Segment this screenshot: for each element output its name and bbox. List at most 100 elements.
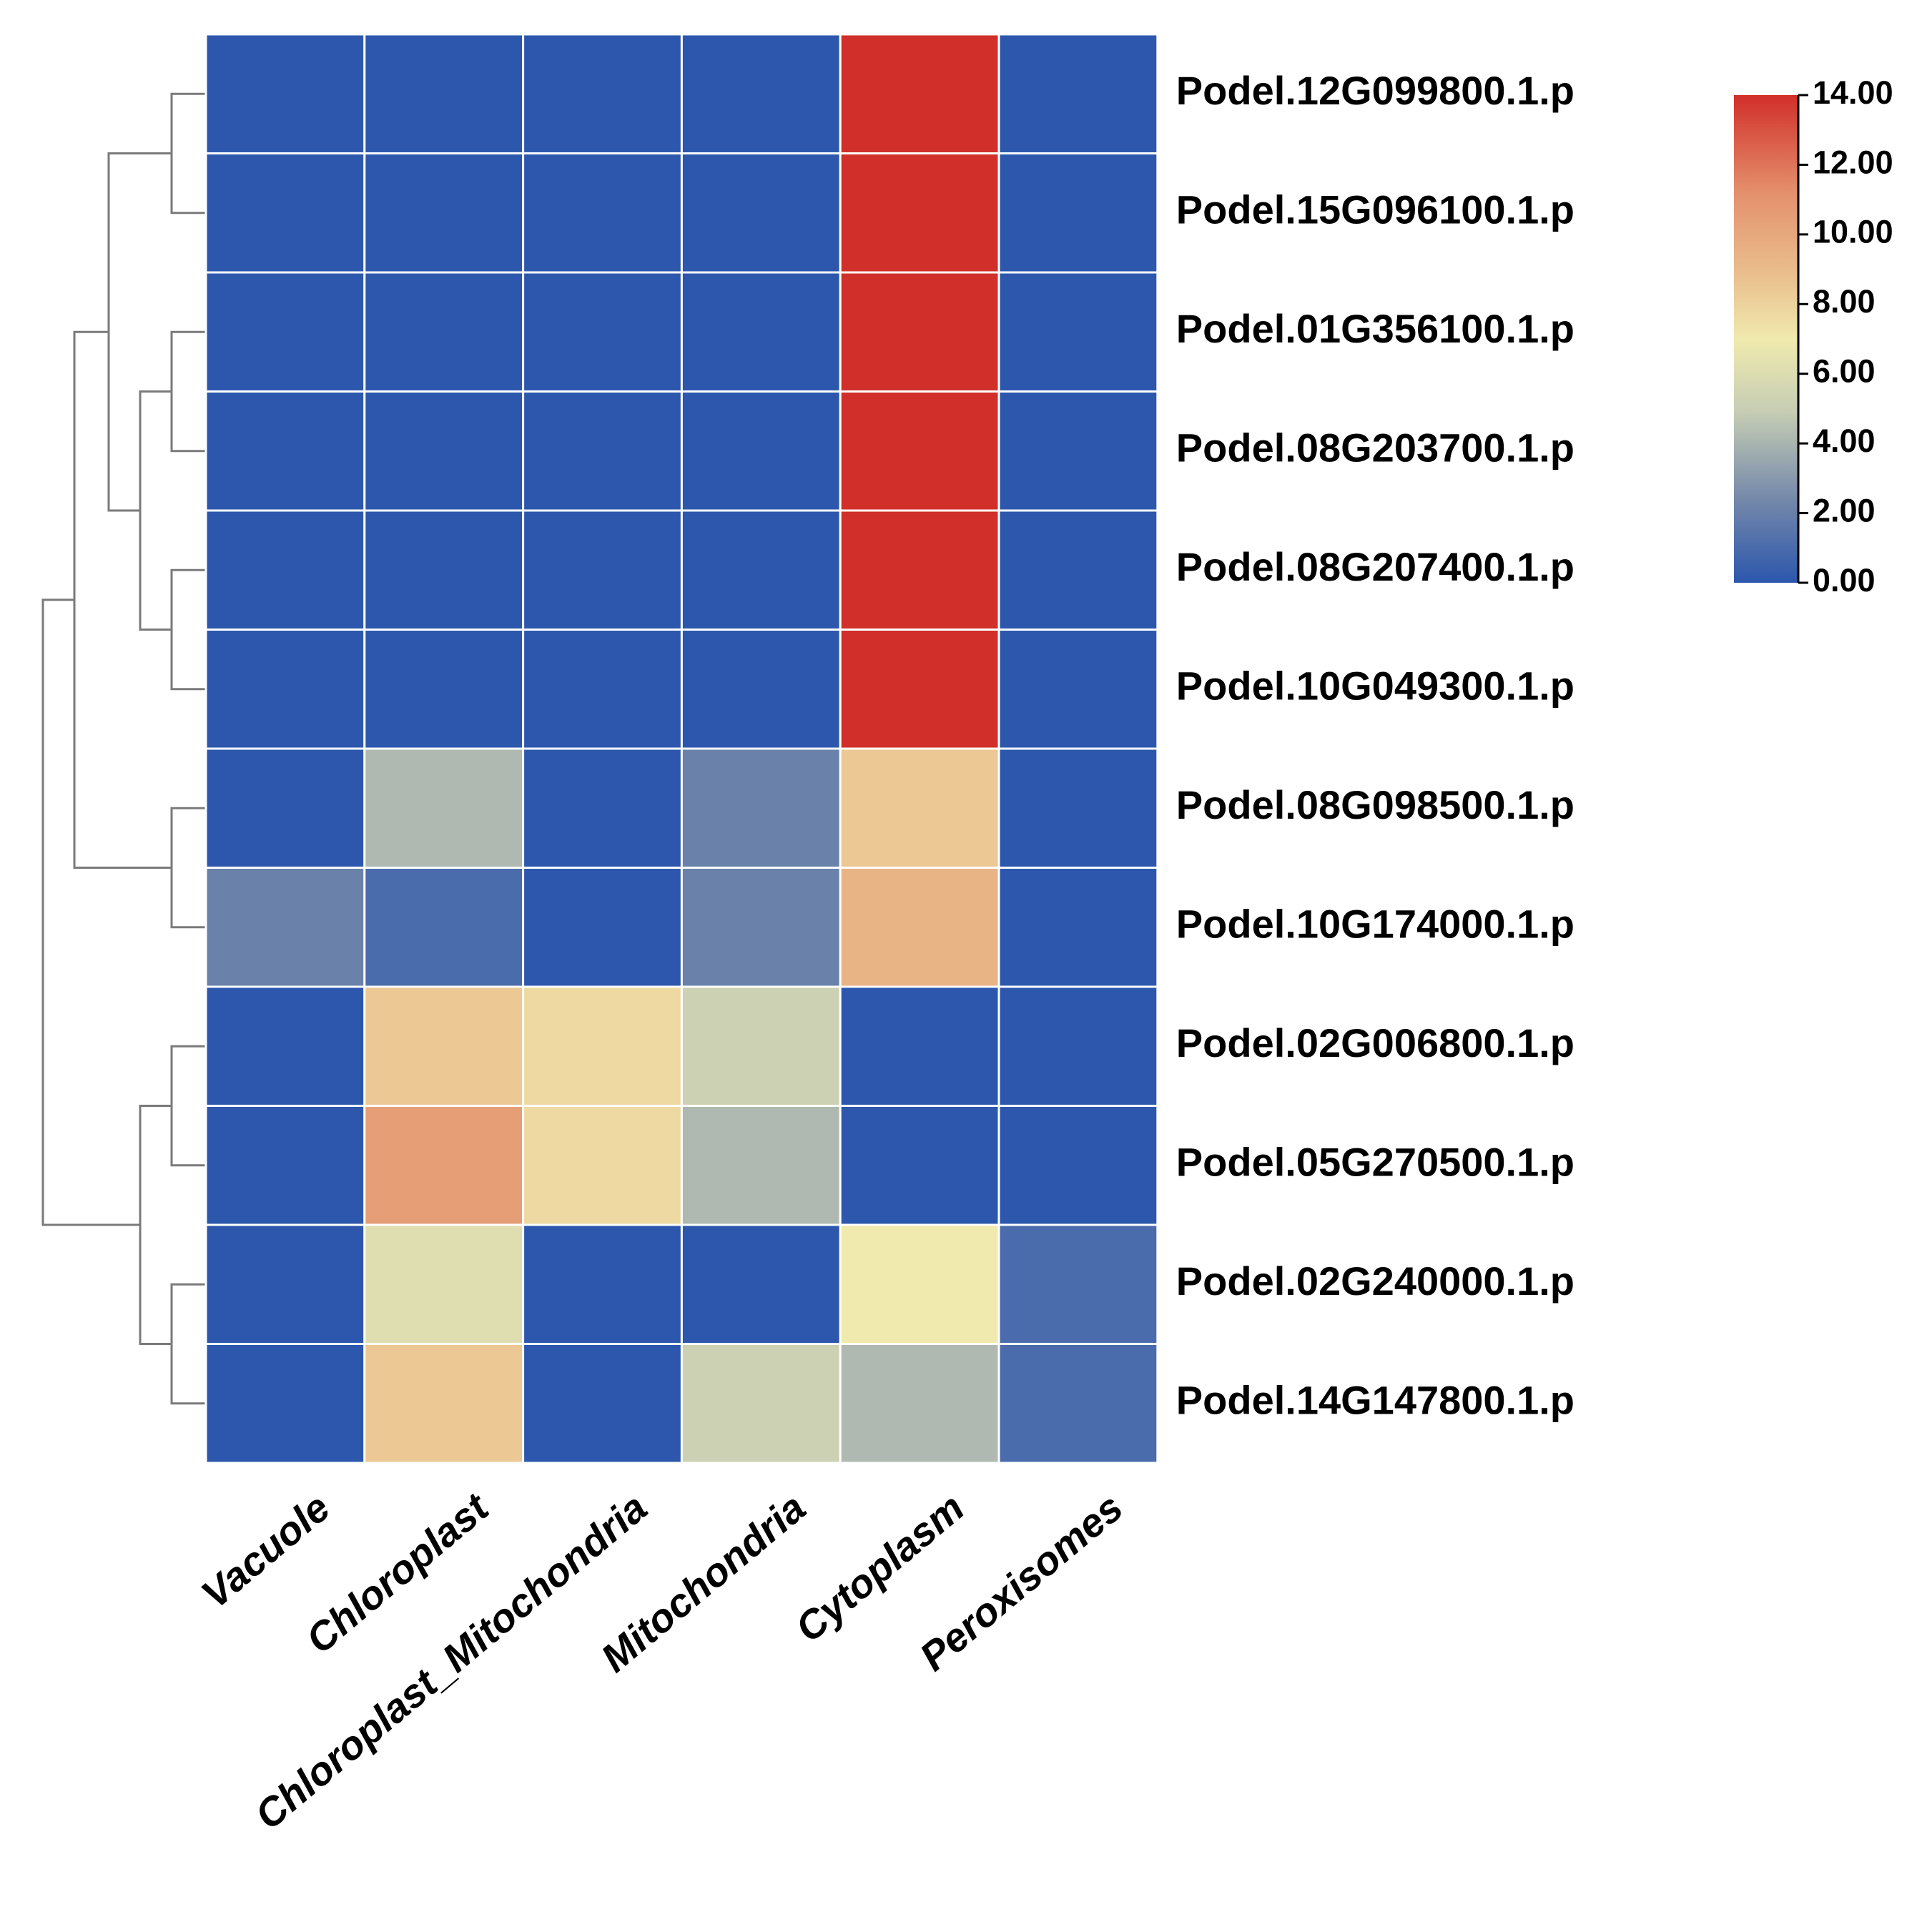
dendrogram-branch <box>170 568 206 691</box>
heatmap-cell <box>204 152 366 274</box>
heatmap-cell <box>997 867 1159 988</box>
row-label: Podel.08G203700.1.p <box>1176 425 1574 470</box>
heatmap-cell <box>997 1343 1159 1464</box>
heatmap-cells <box>204 33 1159 1464</box>
heatmap-cell <box>522 509 683 631</box>
heatmap-cell <box>204 1223 366 1345</box>
heatmap-cell <box>204 747 366 869</box>
heatmap-cell <box>204 985 366 1107</box>
heatmap-cell <box>680 1105 842 1226</box>
heatmap-cell <box>204 271 366 393</box>
heatmap-cell <box>839 390 1000 512</box>
dendrogram-branch <box>170 1283 206 1405</box>
heatmap-cell <box>522 1223 683 1345</box>
heatmap-cell <box>680 985 842 1107</box>
row-label: Podel.05G270500.1.p <box>1176 1140 1574 1185</box>
heatmap-cell <box>997 985 1159 1107</box>
heatmap-cell <box>363 1343 525 1464</box>
dendrogram-branch <box>170 92 206 215</box>
heatmap-cell <box>839 1223 1000 1345</box>
heatmap-cell <box>680 152 842 274</box>
colorbar-tick-label: 0.00 <box>1813 562 1876 598</box>
dendrogram-branch <box>170 1045 206 1167</box>
heatmap-cell <box>839 867 1000 988</box>
heatmap-cell <box>363 867 525 988</box>
row-label: Podel.12G099800.1.p <box>1176 68 1574 113</box>
row-dendrogram <box>41 92 206 1405</box>
heatmap-cell <box>363 152 525 274</box>
row-label: Podel.01G356100.1.p <box>1176 306 1574 351</box>
colorbar: 14.00 12.00 10.00 8.00 6.00 4.00 2.00 0.00 <box>1734 74 1893 598</box>
row-label: Podel.08G207400.1.p <box>1176 544 1574 589</box>
dendrogram-branch <box>139 1105 172 1345</box>
heatmap-cell <box>363 1223 525 1345</box>
heatmap-cell <box>839 985 1000 1107</box>
heatmap-cell <box>204 33 366 154</box>
heatmap-cell <box>522 629 683 750</box>
heatmap-cell <box>522 1105 683 1226</box>
heatmap-cell <box>522 390 683 512</box>
row-label: Podel.14G147800.1.p <box>1176 1378 1574 1423</box>
heatmap-cell <box>680 629 842 750</box>
heatmap-cell <box>839 33 1000 154</box>
heatmap-cell <box>204 1343 366 1464</box>
heatmap-cell <box>363 33 525 154</box>
heatmap-cell <box>680 390 842 512</box>
heatmap-cell <box>522 1343 683 1464</box>
heatmap-cell <box>997 747 1159 869</box>
heatmap-cell <box>522 33 683 154</box>
heatmap-cell <box>997 1223 1159 1345</box>
column-labels: VacuoleChloroplastChloroplast_Mitochondr… <box>192 1484 1130 1838</box>
heatmap-cell <box>363 985 525 1107</box>
heatmap-cell <box>839 152 1000 274</box>
row-labels: Podel.12G099800.1.p Podel.15G096100.1.p Po… <box>1176 68 1574 1423</box>
heatmap-cell <box>363 271 525 393</box>
row-label: Podel.02G006800.1.p <box>1176 1020 1574 1065</box>
colorbar-tick-label: 2.00 <box>1813 492 1876 528</box>
colorbar-tick-label: 4.00 <box>1813 423 1876 459</box>
heatmap-cell <box>997 271 1159 393</box>
row-label: Podel.02G240000.1.p <box>1176 1258 1574 1304</box>
heatmap-cell <box>680 271 842 393</box>
heatmap-cell <box>522 985 683 1107</box>
colorbar-tick-label: 8.00 <box>1813 283 1876 320</box>
heatmap-cell <box>363 1105 525 1226</box>
heatmap-cell <box>680 867 842 988</box>
heatmap-cell <box>680 747 842 869</box>
dendrogram-branch <box>170 807 206 929</box>
heatmap-cell <box>839 747 1000 869</box>
heatmap-cell <box>363 629 525 750</box>
heatmap-cell <box>839 1105 1000 1226</box>
heatmap-cell <box>204 629 366 750</box>
dendrogram-branch <box>170 330 206 453</box>
row-label: Podel.10G174000.1.p <box>1176 902 1574 947</box>
colorbar-tick-label: 14.00 <box>1813 74 1893 111</box>
row-label: Podel.15G096100.1.p <box>1176 187 1574 232</box>
heatmap-cell <box>522 867 683 988</box>
heatmap-cell <box>204 867 366 988</box>
colorbar-tick-label: 10.00 <box>1813 214 1893 250</box>
heatmap-cell <box>680 509 842 631</box>
heatmap-cell <box>680 1343 842 1464</box>
heatmap-cell <box>997 1105 1159 1226</box>
row-label: Podel.08G098500.1.p <box>1176 782 1574 827</box>
heatmap-cell <box>997 390 1159 512</box>
dendrogram-branch <box>73 330 172 869</box>
heatmap-cell <box>204 390 366 512</box>
dendrogram-branch <box>41 598 140 1226</box>
heatmap-cell <box>839 1343 1000 1464</box>
heatmap-cell <box>997 509 1159 631</box>
heatmap-cell <box>839 271 1000 393</box>
dendrogram-branch <box>139 390 172 631</box>
colorbar-gradient <box>1734 95 1798 583</box>
heatmap-cell <box>522 747 683 869</box>
heatmap-cell <box>997 152 1159 274</box>
colorbar-tick-label: 6.00 <box>1813 353 1876 390</box>
heatmap-cell <box>997 33 1159 154</box>
heatmap-cell <box>204 509 366 631</box>
heatmap-cell <box>363 747 525 869</box>
heatmap-cell <box>204 1105 366 1226</box>
heatmap-cell <box>522 271 683 393</box>
heatmap-cell <box>680 1223 842 1345</box>
